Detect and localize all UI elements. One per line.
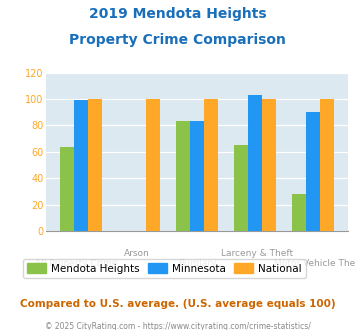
Bar	[292, 194, 306, 231]
Bar	[234, 145, 248, 231]
Text: 2019 Mendota Heights: 2019 Mendota Heights	[89, 7, 266, 20]
Text: Larceny & Theft: Larceny & Theft	[221, 249, 294, 258]
Bar	[88, 99, 102, 231]
Bar	[146, 99, 160, 231]
Text: Compared to U.S. average. (U.S. average equals 100): Compared to U.S. average. (U.S. average …	[20, 299, 335, 309]
Text: Arson: Arson	[124, 249, 149, 258]
Bar	[306, 112, 320, 231]
Text: All Property Crime: All Property Crime	[35, 259, 118, 268]
Bar	[60, 147, 74, 231]
Legend: Mendota Heights, Minnesota, National: Mendota Heights, Minnesota, National	[23, 259, 306, 278]
Text: Property Crime Comparison: Property Crime Comparison	[69, 33, 286, 47]
Bar	[176, 121, 190, 231]
Text: Burglary: Burglary	[178, 259, 216, 268]
Bar	[248, 95, 262, 231]
Bar	[204, 99, 218, 231]
Bar	[320, 99, 334, 231]
Bar	[190, 121, 204, 231]
Text: Motor Vehicle Theft: Motor Vehicle Theft	[274, 259, 355, 268]
Bar	[262, 99, 276, 231]
Text: © 2025 CityRating.com - https://www.cityrating.com/crime-statistics/: © 2025 CityRating.com - https://www.city…	[45, 322, 310, 330]
Bar	[74, 100, 88, 231]
